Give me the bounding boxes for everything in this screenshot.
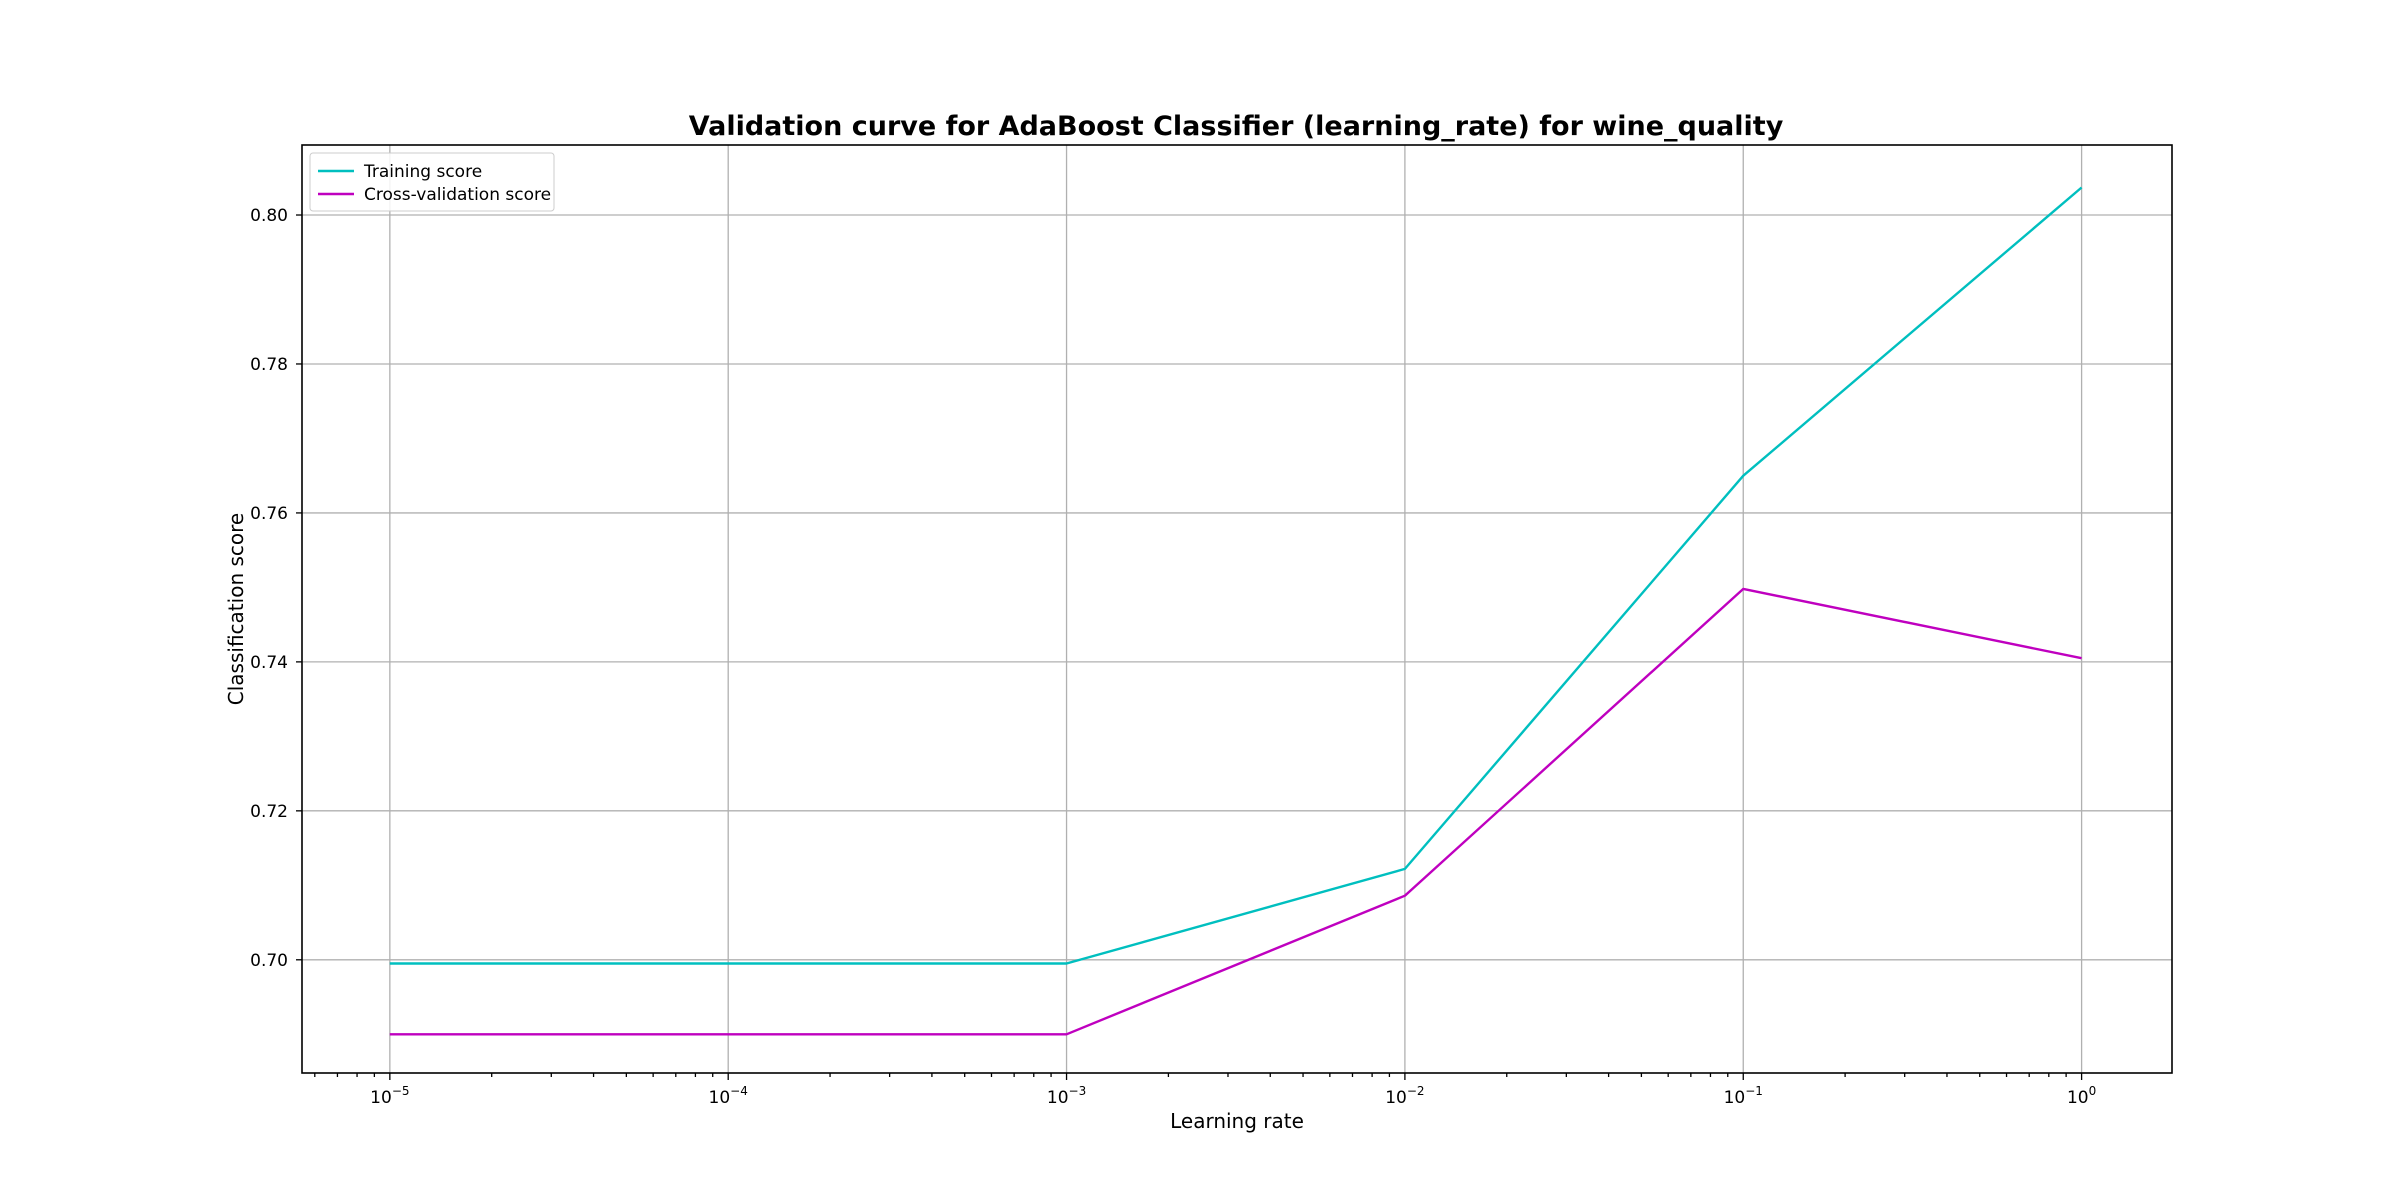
tick-layer: 0.70 0.72 0.74 0.76 0.78 0.80 10−5 10−4 10−3 10−2… [250, 206, 2096, 1108]
grid-layer [302, 145, 2172, 1073]
y-axis-label: Classification score [224, 513, 248, 705]
x-tick-label: 10−1 [1724, 1084, 1763, 1108]
x-tick-label: 100 [2067, 1084, 2096, 1108]
series-layer [389, 186, 2083, 1036]
x-tick-label: 10−4 [709, 1084, 748, 1108]
y-tick-label: 0.74 [250, 653, 288, 673]
y-tick-label: 0.76 [250, 504, 288, 524]
x-tick-label: 10−2 [1385, 1084, 1424, 1108]
y-tick-label: 0.80 [250, 206, 288, 226]
legend-label-training-score: Training score [363, 162, 482, 182]
x-tick-label: 10−3 [1047, 1084, 1086, 1108]
training-score-line [389, 186, 2083, 965]
y-tick-label: 0.78 [250, 355, 288, 375]
x-tick-label: 10−5 [370, 1084, 409, 1108]
legend-box [309, 152, 555, 212]
legend: Training score Cross-validation score [309, 152, 555, 212]
plot-frame [301, 144, 2173, 1074]
chart-title: Validation curve for AdaBoost Classifier… [689, 111, 1784, 142]
legend-label-cross-validation-score: Cross-validation score [364, 185, 551, 205]
y-tick-label: 0.70 [250, 951, 288, 971]
x-axis-label: Learning rate [1170, 1109, 1304, 1133]
cross-validation-score-line [389, 587, 2082, 1036]
y-tick-label: 0.72 [250, 802, 288, 822]
